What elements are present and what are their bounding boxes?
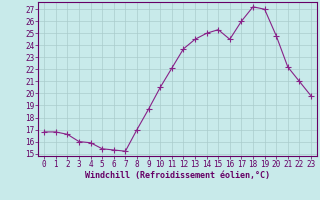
X-axis label: Windchill (Refroidissement éolien,°C): Windchill (Refroidissement éolien,°C) [85, 171, 270, 180]
